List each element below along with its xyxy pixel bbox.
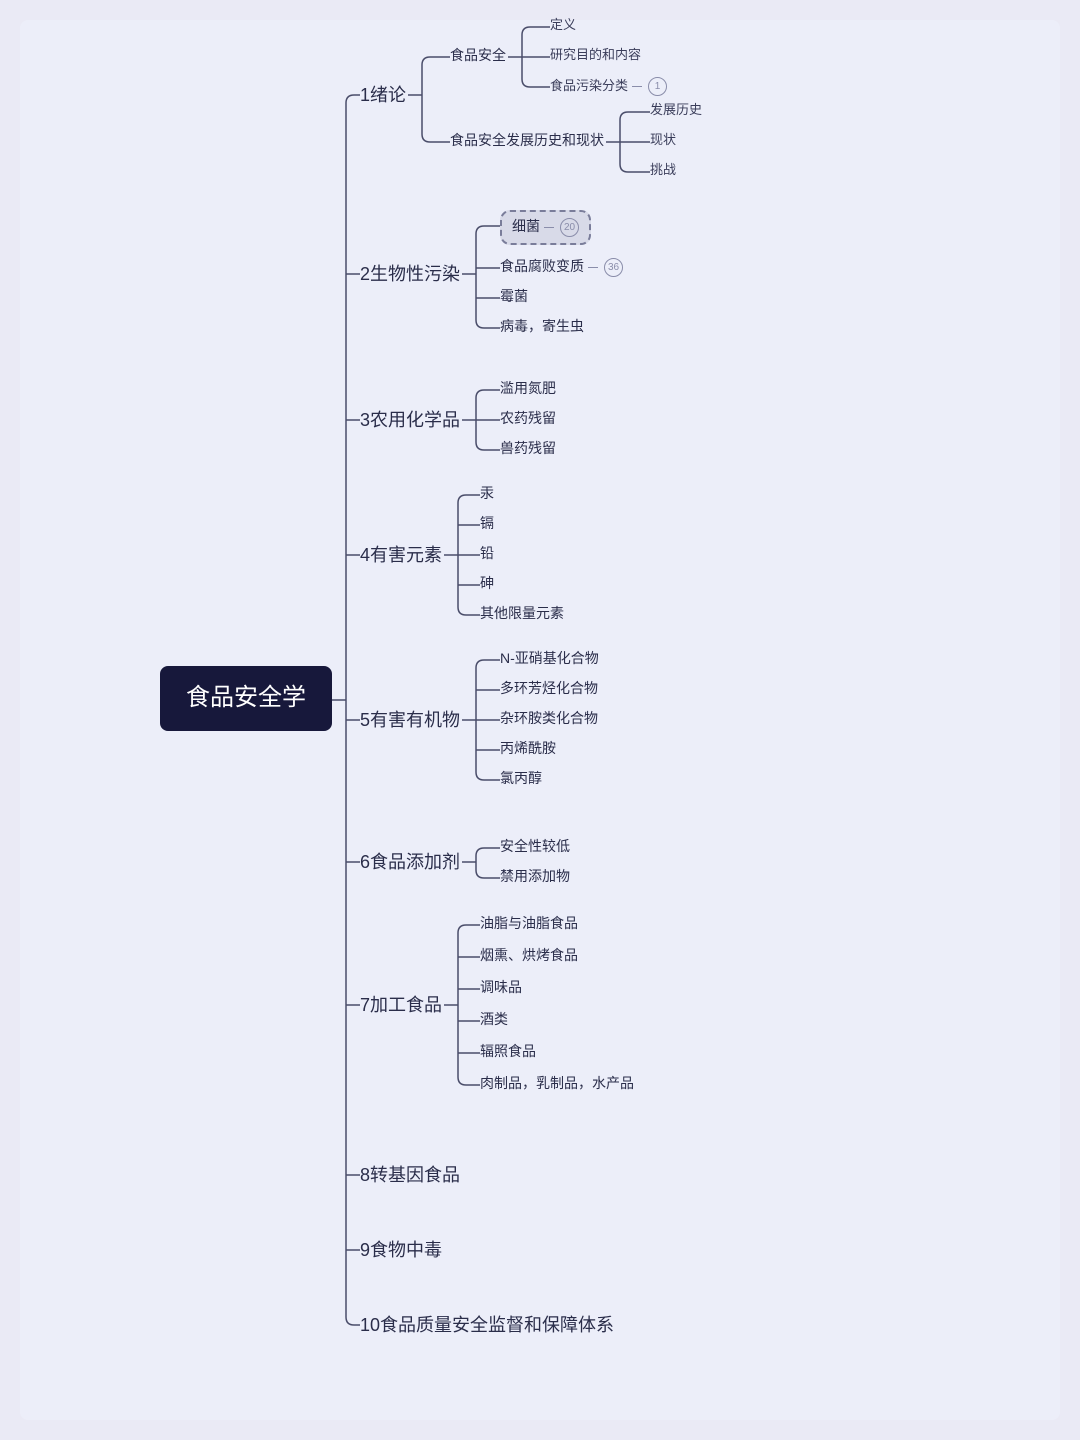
node-label: 肉制品，乳制品，水产品 xyxy=(480,1075,634,1091)
node-label: 农药残留 xyxy=(500,410,556,426)
node-label: 食品安全发展历史和现状 xyxy=(450,132,604,148)
count-badge: 1 xyxy=(648,77,667,96)
mindmap-node[interactable]: 滥用氮肥 xyxy=(500,380,556,397)
mindmap-node[interactable]: 油脂与油脂食品 xyxy=(480,915,578,932)
count-badge: 20 xyxy=(560,218,579,237)
node-label: 现状 xyxy=(650,132,676,147)
node-label: 多环芳烃化合物 xyxy=(500,680,598,696)
mindmap-node[interactable]: 2生物性污染 xyxy=(360,264,460,286)
node-label: 辐照食品 xyxy=(480,1043,536,1059)
node-label: 病毒，寄生虫 xyxy=(500,318,584,334)
mindmap-node[interactable]: 食品污染分类 1 xyxy=(550,77,667,96)
node-label: 细菌 xyxy=(512,218,540,234)
mindmap-node[interactable]: 其他限量元素 xyxy=(480,605,564,622)
node-label: 食品污染分类 xyxy=(550,78,628,93)
node-label: 1绪论 xyxy=(360,85,406,105)
badge-connector xyxy=(588,267,598,268)
node-label: 镉 xyxy=(480,515,494,531)
mindmap-node[interactable]: 发展历史 xyxy=(650,102,702,118)
mindmap-node[interactable]: 汞 xyxy=(480,485,494,502)
root-node[interactable]: 食品安全学 xyxy=(160,666,332,731)
node-label: 丙烯酰胺 xyxy=(500,740,556,756)
mindmap-node[interactable]: 8转基因食品 xyxy=(360,1165,460,1187)
node-label: 9食物中毒 xyxy=(360,1240,442,1260)
mindmap-node[interactable]: 镉 xyxy=(480,515,494,532)
node-label: 氯丙醇 xyxy=(500,770,542,786)
node-label: 4有害元素 xyxy=(360,545,442,565)
mindmap-node[interactable]: 食品安全发展历史和现状 xyxy=(450,132,604,149)
node-label: 铅 xyxy=(480,545,494,561)
mindmap-node[interactable]: 农药残留 xyxy=(500,410,556,427)
node-label: 食品腐败变质 xyxy=(500,258,584,274)
node-label: N-亚硝基化合物 xyxy=(500,650,599,666)
node-label: 研究目的和内容 xyxy=(550,47,641,62)
node-label: 其他限量元素 xyxy=(480,605,564,621)
badge-connector xyxy=(544,227,554,228)
mindmap-node[interactable]: 食品安全 xyxy=(450,47,506,64)
node-label: 食品安全 xyxy=(450,47,506,63)
node-label: 2生物性污染 xyxy=(360,264,460,284)
mindmap-node[interactable]: 丙烯酰胺 xyxy=(500,740,556,757)
mindmap-node[interactable]: 细菌 20 xyxy=(500,210,591,245)
node-label: 调味品 xyxy=(480,979,522,995)
node-label: 发展历史 xyxy=(650,102,702,117)
mindmap-node[interactable]: 7加工食品 xyxy=(360,995,442,1017)
node-label: 滥用氮肥 xyxy=(500,380,556,396)
node-label: 5有害有机物 xyxy=(360,710,460,730)
node-label: 兽药残留 xyxy=(500,440,556,456)
node-label: 10食品质量安全监督和保障体系 xyxy=(360,1315,614,1335)
mindmap-canvas: 食品安全学 1绪论 2生物性污染 3农用化学品 4有害元素 5有害有机物 6食品添加剂 7加… xyxy=(20,20,1060,1420)
node-label: 定义 xyxy=(550,17,576,32)
mindmap-node[interactable]: 病毒，寄生虫 xyxy=(500,318,584,335)
node-label: 砷 xyxy=(480,575,494,591)
node-label: 挑战 xyxy=(650,162,676,177)
mindmap-node[interactable]: 6食品添加剂 xyxy=(360,852,460,874)
node-label: 杂环胺类化合物 xyxy=(500,710,598,726)
mindmap-node[interactable]: 4有害元素 xyxy=(360,545,442,567)
mindmap-node[interactable]: 辐照食品 xyxy=(480,1043,536,1060)
mindmap-node[interactable]: 3农用化学品 xyxy=(360,410,460,432)
mindmap-node[interactable]: 杂环胺类化合物 xyxy=(500,710,598,727)
node-label: 7加工食品 xyxy=(360,995,442,1015)
mindmap-node[interactable]: 多环芳烃化合物 xyxy=(500,680,598,697)
node-label: 烟熏、烘烤食品 xyxy=(480,947,578,963)
mindmap-node[interactable]: 研究目的和内容 xyxy=(550,47,641,63)
node-label: 8转基因食品 xyxy=(360,1165,460,1185)
mindmap-node[interactable]: 食品腐败变质 36 xyxy=(500,258,623,277)
node-label: 酒类 xyxy=(480,1011,508,1027)
mindmap-node[interactable]: 氯丙醇 xyxy=(500,770,542,787)
node-label: 油脂与油脂食品 xyxy=(480,915,578,931)
mindmap-node[interactable]: 霉菌 xyxy=(500,288,528,305)
node-label: 禁用添加物 xyxy=(500,868,570,884)
count-badge: 36 xyxy=(604,258,623,277)
mindmap-node[interactable]: 肉制品，乳制品，水产品 xyxy=(480,1075,634,1092)
mindmap-node[interactable]: 现状 xyxy=(650,132,676,148)
node-label: 6食品添加剂 xyxy=(360,852,460,872)
mindmap-node[interactable]: 定义 xyxy=(550,17,576,33)
mindmap-node[interactable]: N-亚硝基化合物 xyxy=(500,650,599,667)
mindmap-node[interactable]: 调味品 xyxy=(480,979,522,996)
mindmap-node[interactable]: 禁用添加物 xyxy=(500,868,570,885)
node-label: 安全性较低 xyxy=(500,838,570,854)
mindmap-node[interactable]: 烟熏、烘烤食品 xyxy=(480,947,578,964)
node-label: 3农用化学品 xyxy=(360,410,460,430)
node-label: 汞 xyxy=(480,485,494,501)
mindmap-node[interactable]: 挑战 xyxy=(650,162,676,178)
mindmap-node[interactable]: 5有害有机物 xyxy=(360,710,460,732)
mindmap-node[interactable]: 安全性较低 xyxy=(500,838,570,855)
mindmap-node[interactable]: 10食品质量安全监督和保障体系 xyxy=(360,1315,614,1337)
mindmap-node[interactable]: 9食物中毒 xyxy=(360,1240,442,1262)
badge-connector xyxy=(632,86,642,87)
mindmap-node[interactable]: 砷 xyxy=(480,575,494,592)
mindmap-node[interactable]: 酒类 xyxy=(480,1011,508,1028)
mindmap-node[interactable]: 1绪论 xyxy=(360,85,406,107)
node-label: 霉菌 xyxy=(500,288,528,304)
mindmap-node[interactable]: 铅 xyxy=(480,545,494,562)
mindmap-node[interactable]: 兽药残留 xyxy=(500,440,556,457)
